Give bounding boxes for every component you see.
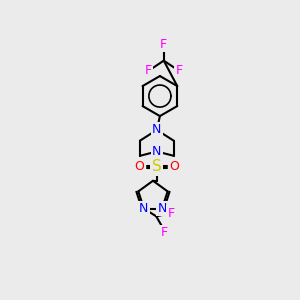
Text: N: N xyxy=(152,123,161,136)
Text: F: F xyxy=(145,64,152,77)
Text: N: N xyxy=(157,202,167,215)
Text: F: F xyxy=(167,207,174,220)
Text: N: N xyxy=(139,202,148,215)
Text: O: O xyxy=(134,160,144,173)
Text: O: O xyxy=(169,160,179,173)
Text: S: S xyxy=(152,159,162,174)
Text: F: F xyxy=(176,64,183,77)
Text: N: N xyxy=(152,145,161,158)
Text: F: F xyxy=(160,38,167,51)
Text: F: F xyxy=(160,226,167,239)
